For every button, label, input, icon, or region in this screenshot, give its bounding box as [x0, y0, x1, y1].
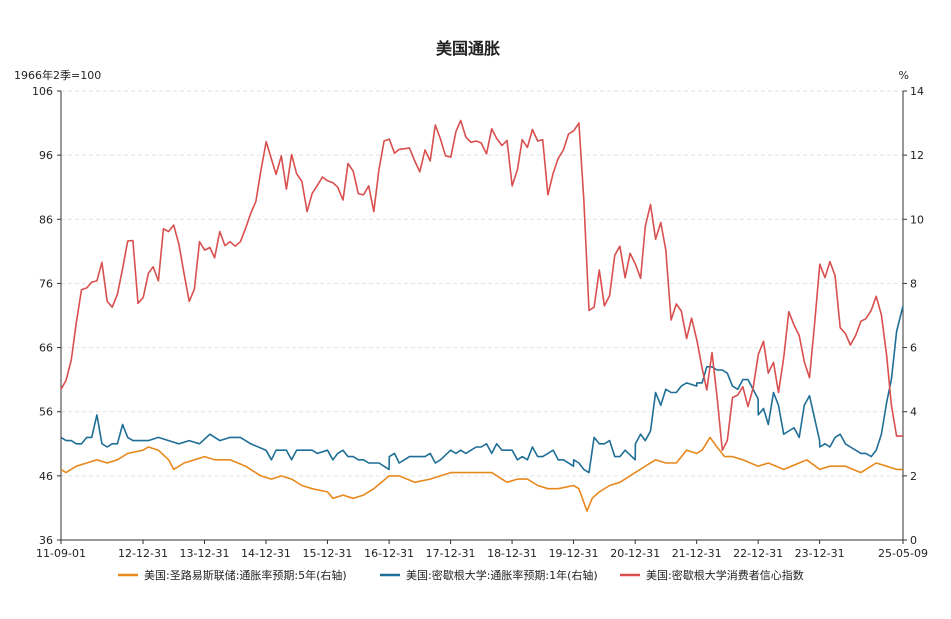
x-tick-label: 12-12-31	[118, 547, 168, 560]
x-tick-label: 13-12-31	[180, 547, 230, 560]
right-tick-label: 2	[910, 470, 917, 483]
left-tick-label: 96	[39, 149, 53, 162]
left-tick-label: 36	[39, 534, 53, 547]
left-tick-label: 56	[39, 406, 53, 419]
right-tick-label: 0	[910, 534, 917, 547]
x-tick-label: 21-12-31	[672, 547, 722, 560]
left-tick-label: 76	[39, 277, 53, 290]
legend-label: 美国:密歇根大学:通胀率预期:1年(右轴)	[406, 568, 598, 582]
left-tick-label: 106	[32, 85, 53, 98]
series-line-2	[60, 305, 904, 474]
legend-item-2[interactable]: 美国:密歇根大学:通胀率预期:1年(右轴)	[380, 568, 598, 582]
x-tick-label: 15-12-31	[302, 547, 352, 560]
legend-item-1[interactable]: 美国:圣路易斯联储:通胀率预期:5年(右轴)	[118, 568, 347, 582]
chart-title: 美国通胀	[436, 39, 500, 58]
grid-lines	[61, 90, 903, 477]
left-axis-unit: 1966年2季=100	[14, 68, 101, 82]
x-tick-label: 19-12-31	[549, 547, 599, 560]
legend-label: 美国:圣路易斯联储:通胀率预期:5年(右轴)	[144, 568, 347, 582]
right-tick-label: 6	[910, 342, 917, 355]
legend[interactable]: 美国:圣路易斯联储:通胀率预期:5年(右轴) 美国:密歇根大学:通胀率预期:1年(…	[118, 568, 804, 582]
legend-label: 美国:密歇根大学消费者信心指数	[646, 568, 804, 582]
x-tick-label: 22-12-31	[733, 547, 783, 560]
right-tick-label: 10	[910, 213, 924, 226]
x-tick-label: 23-12-31	[795, 547, 845, 560]
right-tick-label: 4	[910, 406, 917, 419]
series-line-3	[60, 119, 903, 451]
legend-item-3[interactable]: 美国:密歇根大学消费者信心指数	[620, 568, 804, 582]
series-lines	[60, 119, 904, 512]
x-tick-label: 25-05-09	[878, 547, 928, 560]
series-line-1	[60, 436, 903, 512]
right-tick-label: 8	[910, 277, 917, 290]
left-tick-label: 86	[39, 213, 53, 226]
x-tick-label: 18-12-31	[487, 547, 537, 560]
right-axis-unit: %	[899, 69, 909, 82]
x-tick-label: 20-12-31	[610, 547, 660, 560]
left-tick-label: 66	[39, 342, 53, 355]
x-tick-label: 16-12-31	[364, 547, 414, 560]
x-tick-label: 11-09-01	[36, 547, 86, 560]
left-tick-label: 46	[39, 470, 53, 483]
x-tick-label: 14-12-31	[241, 547, 291, 560]
right-tick-label: 14	[910, 85, 924, 98]
x-tick-label: 17-12-31	[426, 547, 476, 560]
right-tick-label: 12	[910, 149, 924, 162]
